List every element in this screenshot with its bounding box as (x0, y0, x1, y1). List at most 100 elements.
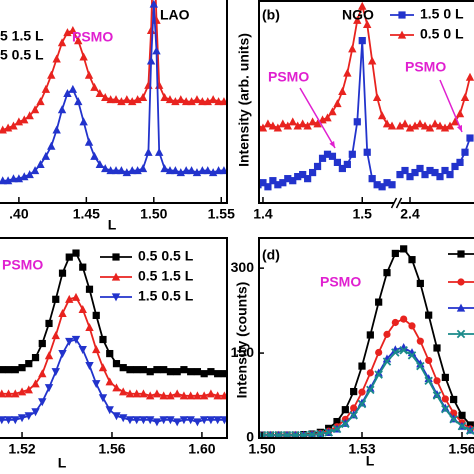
marker (366, 331, 374, 339)
marker (58, 308, 67, 317)
marker (349, 411, 358, 420)
marker (343, 160, 351, 169)
marker (400, 245, 408, 253)
marker (152, 389, 162, 398)
marker (159, 391, 168, 400)
marker (405, 123, 415, 132)
marker (203, 166, 212, 175)
marker (193, 418, 202, 427)
marker (258, 123, 268, 132)
marker (424, 374, 433, 383)
marker (186, 391, 195, 400)
marker (125, 389, 135, 398)
marker (431, 168, 439, 177)
annotation: PSMO (72, 29, 113, 45)
marker (78, 345, 87, 354)
marker (466, 134, 474, 142)
marker (176, 168, 185, 177)
marker (38, 398, 47, 407)
marker (408, 322, 416, 330)
marker (358, 1, 367, 10)
marker (112, 412, 121, 421)
marker (106, 95, 115, 104)
marker (466, 421, 474, 429)
marker (36, 160, 45, 169)
marker (450, 117, 460, 126)
marker (466, 426, 474, 435)
marker (95, 88, 105, 97)
legend-marker (111, 272, 121, 281)
marker (119, 364, 127, 372)
x-axis-label: L (58, 455, 67, 471)
marker (71, 335, 81, 344)
marker (166, 391, 175, 400)
marker (172, 418, 182, 427)
marker (68, 84, 78, 93)
marker (294, 173, 302, 181)
marker (139, 366, 148, 374)
marker (9, 174, 18, 183)
marker (274, 181, 282, 189)
marker (289, 177, 297, 185)
marker (133, 95, 142, 104)
marker (105, 377, 114, 386)
marker (187, 368, 195, 376)
x-tick-label: 1.50 (140, 206, 167, 222)
marker (383, 179, 391, 187)
marker (47, 70, 56, 79)
marker (433, 377, 441, 385)
marker (146, 391, 155, 400)
marker (415, 119, 425, 128)
marker (208, 168, 218, 177)
marker (333, 417, 341, 426)
marker (395, 121, 405, 130)
marker (341, 419, 350, 429)
marker (17, 387, 27, 396)
marker (400, 315, 408, 323)
marker (451, 162, 459, 171)
marker (132, 416, 141, 425)
marker (71, 292, 81, 301)
marker (128, 97, 137, 106)
axis-break-mark (390, 197, 398, 209)
x-tick-label: 1.50 (248, 441, 275, 457)
marker (4, 389, 13, 398)
marker (181, 97, 191, 106)
marker (416, 279, 424, 288)
marker (24, 385, 33, 394)
x-tick-label: 1.45 (73, 206, 100, 222)
x-tick-label: 1.5 (353, 206, 373, 222)
marker (328, 107, 337, 116)
marker (160, 366, 168, 374)
marker (31, 379, 40, 388)
marker (52, 295, 60, 303)
marker (126, 366, 134, 374)
marker (65, 294, 74, 303)
marker (4, 366, 13, 374)
marker (166, 416, 175, 425)
marker (198, 166, 207, 175)
marker (14, 174, 24, 183)
marker (18, 364, 26, 372)
marker (348, 44, 357, 53)
marker (383, 330, 391, 338)
marker (106, 349, 114, 358)
marker (382, 357, 392, 366)
marker (95, 160, 105, 169)
marker (99, 335, 107, 344)
marker (132, 389, 141, 398)
marker (416, 359, 425, 368)
y-tick-label: 300 (231, 259, 255, 275)
legend-marker (397, 30, 407, 39)
marker (58, 269, 67, 277)
marker (3, 123, 13, 132)
marker (449, 415, 458, 424)
marker (416, 337, 424, 345)
annotation-arrow (299, 87, 336, 149)
x-tick-label: 1.60 (188, 441, 215, 457)
annotation: NGO (342, 7, 374, 23)
marker (377, 111, 387, 120)
marker (92, 311, 100, 319)
annotation-arrowhead (329, 141, 335, 148)
marker (153, 366, 161, 374)
